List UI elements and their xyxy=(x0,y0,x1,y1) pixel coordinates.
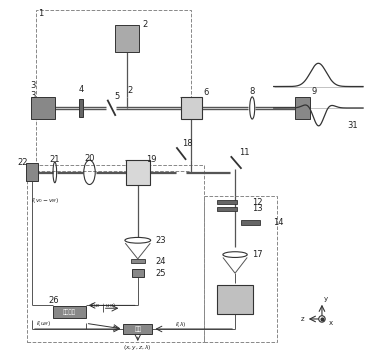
Text: $(x,y,z,\lambda)$: $(x,y,z,\lambda)$ xyxy=(124,343,152,352)
Text: 19: 19 xyxy=(146,155,157,164)
Bar xyxy=(217,285,253,314)
Bar xyxy=(123,323,152,334)
Bar xyxy=(217,200,237,204)
Bar xyxy=(26,163,38,181)
Text: $I(u_0+u_M)$: $I(u_0+u_M)$ xyxy=(90,301,116,310)
Text: 20: 20 xyxy=(84,154,95,163)
Text: 2: 2 xyxy=(127,85,132,95)
Bar xyxy=(181,97,202,119)
Text: 14: 14 xyxy=(273,218,284,227)
Text: 23: 23 xyxy=(155,236,166,245)
Text: 21: 21 xyxy=(50,155,60,164)
Text: 12: 12 xyxy=(252,197,263,206)
Text: 3: 3 xyxy=(31,91,36,100)
Text: 13: 13 xyxy=(252,204,263,213)
Bar xyxy=(217,207,237,211)
Text: 25: 25 xyxy=(155,269,165,278)
Text: 26: 26 xyxy=(48,296,59,305)
Bar xyxy=(204,196,277,342)
Text: $I(v_0-v_M)$: $I(v_0-v_M)$ xyxy=(31,196,60,205)
Bar xyxy=(132,269,144,277)
Text: 22: 22 xyxy=(18,158,28,167)
Text: 3: 3 xyxy=(31,81,36,90)
Bar xyxy=(115,25,139,52)
Text: $I(\lambda)$: $I(\lambda)$ xyxy=(175,320,186,329)
Text: x: x xyxy=(328,320,333,326)
Bar xyxy=(131,259,145,263)
Text: 11: 11 xyxy=(239,148,250,157)
Text: $I(u_M)$: $I(u_M)$ xyxy=(36,319,51,328)
Ellipse shape xyxy=(319,316,325,322)
Bar xyxy=(79,99,83,117)
Text: z: z xyxy=(300,316,304,322)
Bar xyxy=(53,306,85,318)
Text: 31: 31 xyxy=(347,121,358,130)
Text: 18: 18 xyxy=(183,139,193,148)
Text: y: y xyxy=(323,296,328,302)
Bar xyxy=(31,97,55,119)
Text: 4: 4 xyxy=(79,85,84,94)
Text: 2: 2 xyxy=(143,20,148,29)
Text: 17: 17 xyxy=(252,250,263,259)
Text: 8: 8 xyxy=(250,87,255,96)
Text: 24: 24 xyxy=(155,257,165,266)
Text: 6: 6 xyxy=(204,88,209,97)
Text: 差动相器: 差动相器 xyxy=(63,309,76,314)
Bar xyxy=(36,10,191,171)
Bar xyxy=(241,220,260,225)
Text: 5: 5 xyxy=(114,92,120,101)
Text: 9: 9 xyxy=(312,87,317,96)
Bar xyxy=(126,160,150,185)
Bar xyxy=(27,165,204,342)
Text: 1: 1 xyxy=(38,9,44,18)
Text: 融合: 融合 xyxy=(134,326,141,332)
Bar xyxy=(295,97,310,119)
